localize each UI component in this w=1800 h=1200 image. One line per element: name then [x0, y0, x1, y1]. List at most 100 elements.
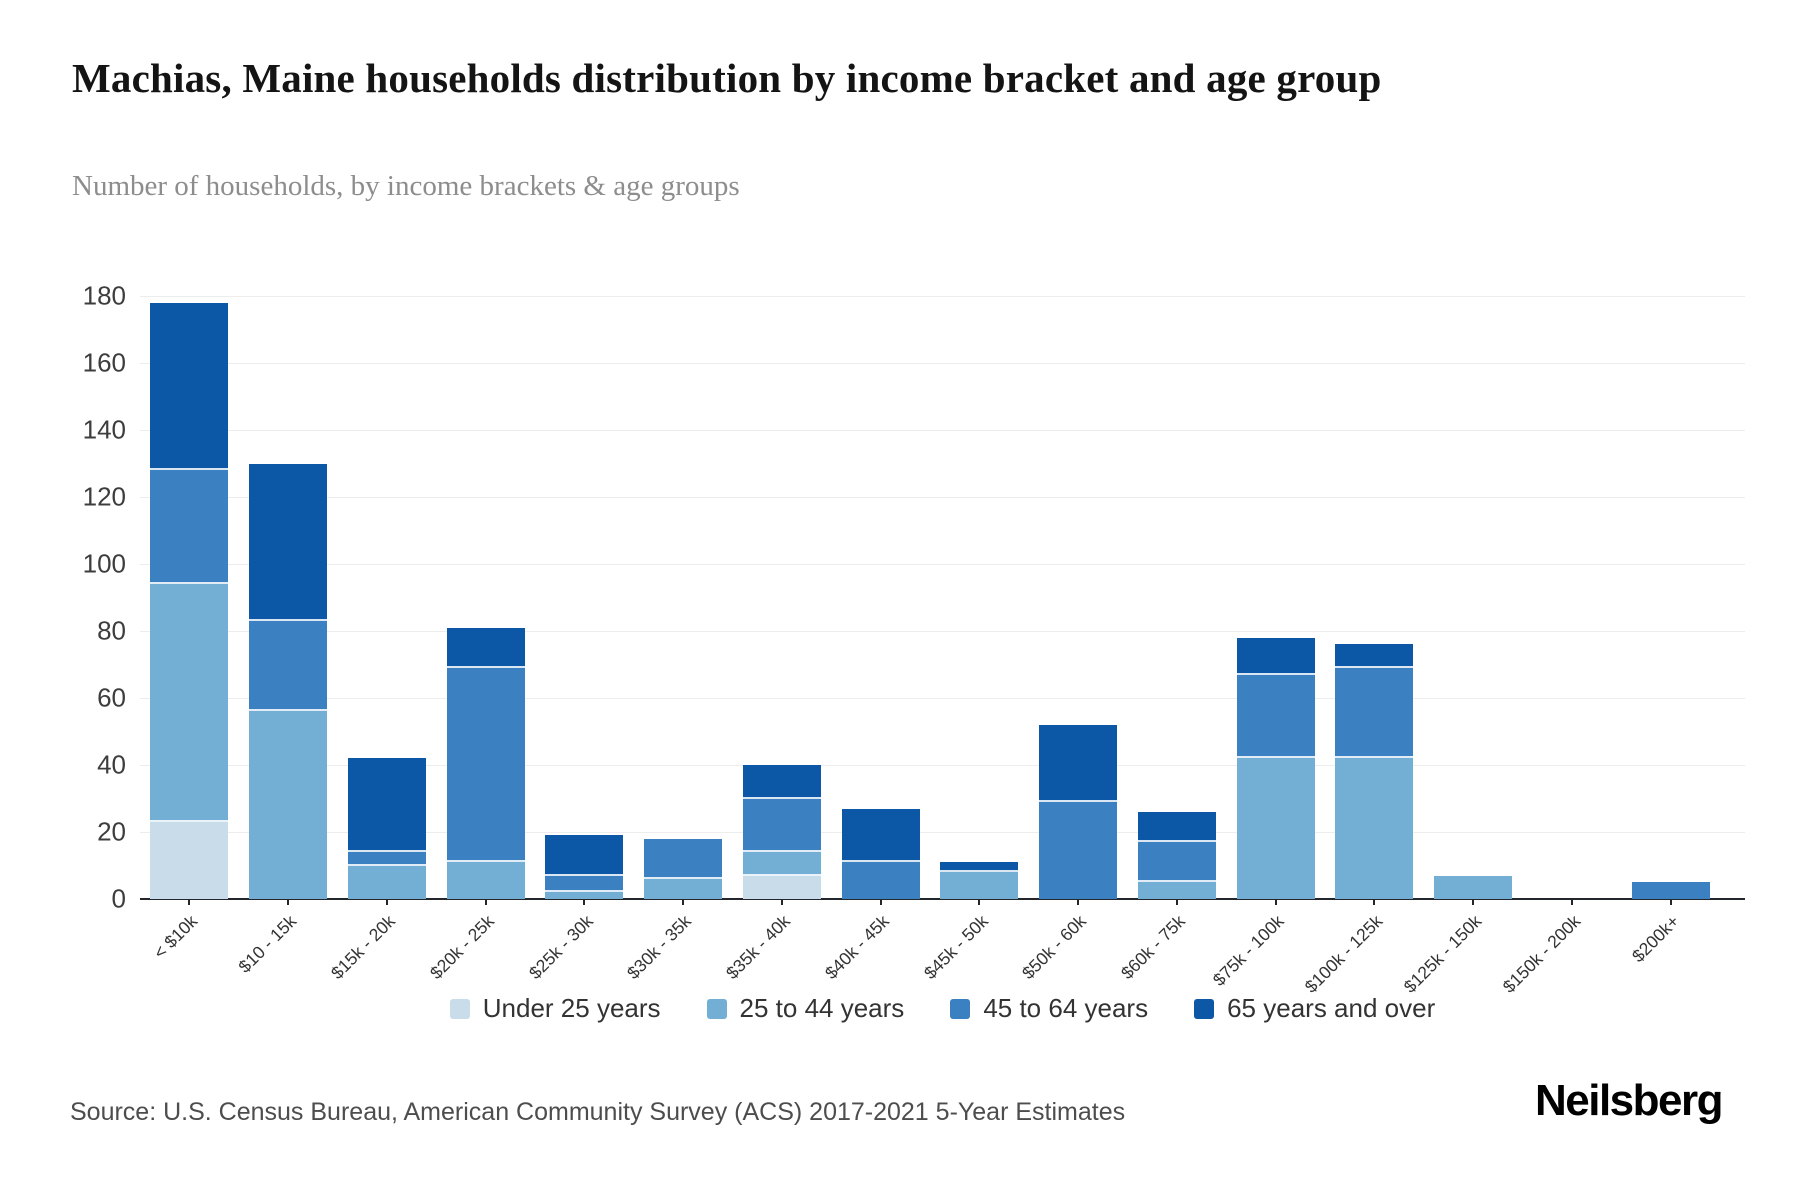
x-axis-tick [978, 899, 981, 905]
chart-title: Machias, Maine households distribution b… [72, 55, 1382, 101]
x-axis-label: $15k - 20k [327, 911, 400, 983]
bar-segment[interactable] [545, 875, 624, 893]
bar-group [545, 296, 624, 899]
bar-group [150, 296, 229, 899]
y-axis-label: 100 [82, 548, 126, 579]
bar-segment[interactable] [1236, 674, 1315, 759]
bar-segment[interactable] [940, 872, 1019, 899]
legend-item[interactable]: 45 to 64 years [950, 993, 1148, 1024]
legend-label: 65 years and over [1227, 993, 1436, 1023]
bar-segment[interactable] [249, 620, 328, 712]
x-axis-label: $40k - 45k [820, 911, 893, 983]
bar-segment[interactable] [940, 862, 1019, 873]
bar-group [1434, 296, 1513, 899]
bar-segment[interactable] [150, 470, 229, 585]
x-axis-label: $200k+ [1627, 911, 1683, 967]
legend-item[interactable]: 25 to 44 years [706, 993, 905, 1024]
y-axis-label: 120 [82, 481, 126, 512]
bar-segment[interactable] [1631, 882, 1710, 899]
x-axis-label: $20k - 25k [425, 911, 498, 983]
legend-swatch [1194, 998, 1215, 1019]
x-axis-tick [1274, 899, 1277, 905]
gridline [140, 765, 1745, 766]
x-axis-tick [583, 899, 586, 905]
bar-segment[interactable] [347, 865, 426, 899]
bar-segment[interactable] [742, 765, 821, 799]
gridline [140, 832, 1745, 833]
neilsberg-logo: Neilsberg [1534, 1076, 1724, 1125]
legend-item[interactable]: 65 years and over [1194, 993, 1435, 1024]
x-axis-tick [1472, 899, 1475, 905]
bar-segment[interactable] [1335, 758, 1414, 899]
bar-segment[interactable] [150, 584, 229, 822]
x-axis-tick [287, 899, 290, 905]
x-axis-tick [682, 899, 685, 905]
bar-group [249, 296, 328, 899]
bar-segment[interactable] [150, 821, 229, 899]
bar-segment[interactable] [742, 875, 821, 899]
bar-segment[interactable] [841, 808, 920, 863]
bar-segment[interactable] [446, 667, 525, 863]
x-axis-label: $75k - 100k [1208, 911, 1288, 990]
bar-segment[interactable] [1335, 644, 1414, 668]
bar-segment[interactable] [1137, 842, 1216, 883]
bar-segment[interactable] [742, 798, 821, 853]
bar-segment[interactable] [1236, 758, 1315, 899]
bar-segment[interactable] [1335, 667, 1414, 759]
bar-segment[interactable] [1236, 637, 1315, 675]
bar-segment[interactable] [249, 463, 328, 621]
bar-segment[interactable] [347, 852, 426, 866]
bar-segment[interactable] [1434, 875, 1513, 899]
gridline [140, 363, 1745, 364]
y-axis-label: 40 [97, 749, 126, 780]
bar-segment[interactable] [446, 862, 525, 899]
bar-segment[interactable] [347, 758, 426, 853]
y-axis-label: 80 [97, 615, 126, 646]
bar-group [446, 296, 525, 899]
bar-group [1137, 296, 1216, 899]
bar-segment[interactable] [545, 835, 624, 876]
x-axis-tick [1373, 899, 1376, 905]
bar-segment[interactable] [1039, 801, 1118, 899]
bar-segment[interactable] [1137, 811, 1216, 843]
gridline [140, 564, 1745, 565]
legend-label: 25 to 44 years [739, 993, 905, 1023]
gridline [140, 430, 1745, 431]
legend-swatch [950, 998, 971, 1019]
bar-segment[interactable] [446, 627, 525, 668]
bar-group [1533, 296, 1611, 899]
x-axis-line [140, 898, 1745, 900]
y-axis-label: 180 [82, 280, 126, 311]
bar-segment[interactable] [249, 711, 328, 899]
gridline [140, 631, 1745, 632]
bar-segment[interactable] [1137, 882, 1216, 899]
x-axis-tick [188, 899, 191, 905]
bar-segment[interactable] [150, 302, 229, 471]
bar-group [1236, 296, 1315, 899]
x-axis-label: $150k - 200k [1498, 911, 1585, 997]
gridline [140, 296, 1745, 297]
bar-segment[interactable] [742, 852, 821, 876]
bar-group [1631, 296, 1710, 899]
bar-group [1335, 296, 1414, 899]
legend-item[interactable]: Under 25 years [449, 993, 661, 1024]
bar-segment[interactable] [545, 892, 624, 899]
bar-segment[interactable] [841, 862, 920, 899]
bar-segment[interactable] [1039, 724, 1118, 802]
x-axis-tick [879, 899, 882, 905]
x-axis-tick [1669, 899, 1672, 905]
x-axis-label: $25k - 30k [524, 911, 597, 983]
x-axis-label: $60k - 75k [1117, 911, 1190, 983]
x-axis-label: $50k - 60k [1018, 911, 1091, 983]
bar-group [841, 296, 920, 899]
x-axis-label: $10 - 15k [234, 911, 301, 977]
bar-group [347, 296, 426, 899]
x-axis-label: < $10k [149, 911, 202, 963]
x-axis-tick [780, 899, 783, 905]
x-axis-tick [1570, 899, 1573, 905]
plot-area: 0 20 40 60 80 100 120 140 160 180 < $10k $10 - 15k $… [83, 281, 1745, 997]
bar-group [742, 296, 821, 899]
bar-segment[interactable] [644, 878, 723, 899]
bar-segment[interactable] [644, 838, 723, 879]
